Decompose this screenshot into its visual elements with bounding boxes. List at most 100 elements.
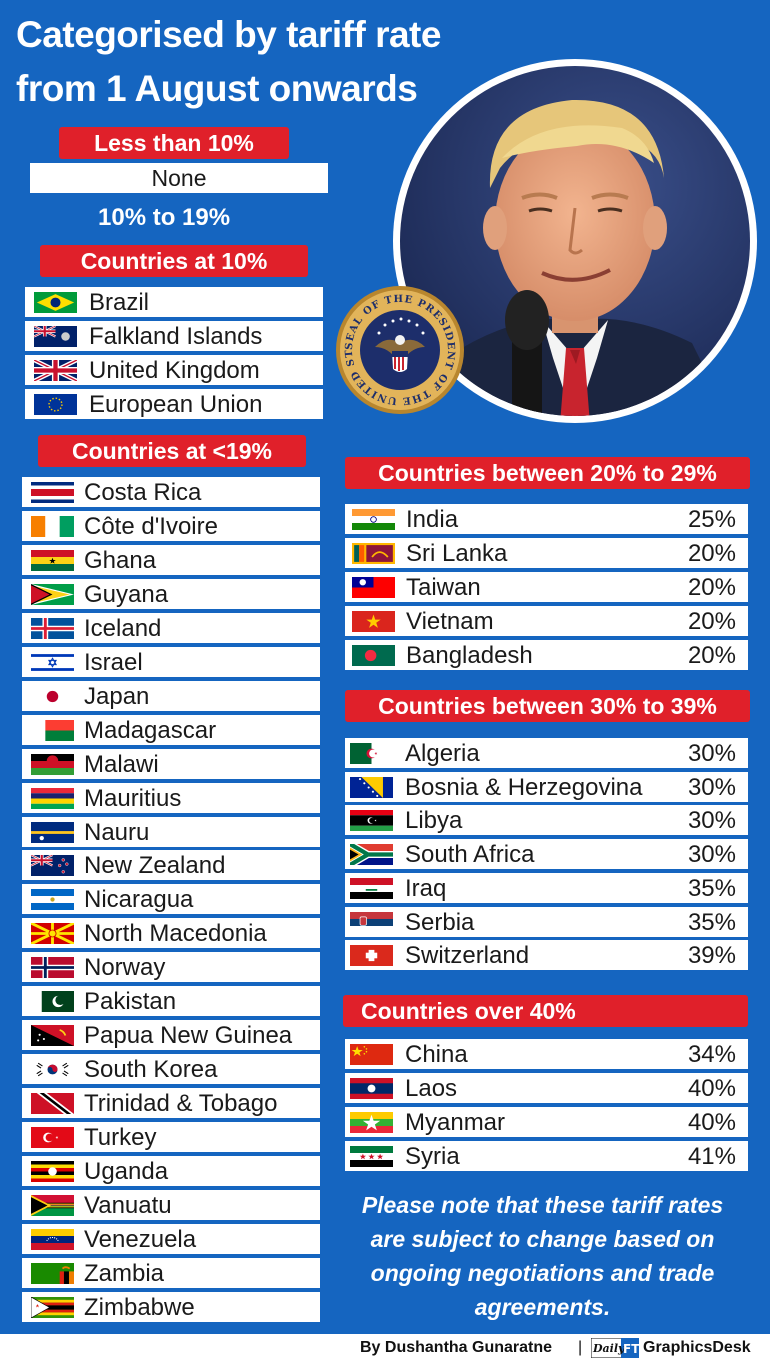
country-name: India (406, 506, 459, 533)
country-name: Vanuatu (84, 1191, 172, 1219)
algeria-flag-icon (350, 743, 393, 764)
note-line-1: Please note that these tariff rates (361, 1192, 724, 1218)
country-row: Venezuela (22, 1223, 320, 1254)
country-name: Mauritius (84, 784, 182, 812)
group-20-29-header: Countries between 20% to 29% (345, 457, 750, 489)
country-name: Pakistan (84, 988, 177, 1016)
tariff-rate: 41% (687, 1143, 736, 1170)
country-name: Libya (405, 807, 463, 835)
tariff-rate: 20% (687, 608, 736, 635)
norway-flag-icon (31, 957, 74, 979)
iraq-flag-icon (350, 877, 393, 899)
bangladesh-flag-icon (352, 645, 395, 666)
tariff-rate: 20% (687, 642, 736, 669)
country-name: China (405, 1041, 468, 1068)
svg-text:Daily: Daily (592, 1342, 626, 1355)
country-name: South Korea (84, 1056, 218, 1084)
south-africa-flag-icon (350, 844, 393, 866)
country-row: Zambia (22, 1257, 320, 1288)
taiwan-flag-icon (352, 577, 395, 598)
country-row: United Kingdom (25, 355, 323, 385)
country-row: Mauritius (22, 782, 320, 813)
country-name: North Macedonia (84, 920, 267, 948)
note-line-4: agreements. (474, 1294, 611, 1320)
guyana-flag-icon (31, 583, 74, 605)
country-name: Ghana (84, 546, 157, 574)
country-name: Iraq (405, 874, 447, 902)
country-row: Vanuatu (22, 1189, 320, 1220)
nauru-flag-icon (31, 821, 74, 843)
country-row: Turkey (22, 1122, 320, 1153)
country-name: Nicaragua (84, 886, 194, 914)
brazil-flag-icon (34, 292, 77, 313)
south-korea-flag-icon (31, 1059, 74, 1081)
india-flag-icon (352, 509, 395, 530)
serbia-flag-icon (350, 911, 393, 933)
laos-flag-icon (350, 1078, 393, 1099)
country-name: Trinidad & Tobago (84, 1090, 278, 1118)
zambia-flag-icon (31, 1262, 74, 1284)
country-name: Iceland (84, 614, 162, 642)
malawi-flag-icon (31, 753, 74, 775)
country-name: Guyana (84, 580, 169, 608)
zimbabwe-flag-icon (31, 1296, 74, 1318)
president-portrait (392, 58, 758, 424)
country-row: Norway (22, 952, 320, 983)
country-row: Iceland (22, 612, 320, 643)
country-row: Serbia 35% (345, 906, 748, 937)
israel-flag-icon (31, 651, 74, 673)
turkey-flag-icon (31, 1127, 74, 1149)
disclaimer-note: Please note that these tariff rates are … (345, 1188, 740, 1324)
note-line-3: ongoing negotiations and trade (370, 1260, 715, 1286)
tariff-rate: 25% (687, 506, 736, 533)
mauritius-flag-icon (31, 787, 74, 809)
country-row: Côte d'Ivoire (22, 510, 320, 541)
presidential-seal-icon: SEAL OF THE PRESIDENT OF THE UNITED STAT… (330, 277, 465, 415)
country-row: Zimbabwe (22, 1291, 320, 1322)
country-name: Papua New Guinea (84, 1022, 293, 1050)
country-row: Trinidad & Tobago (22, 1088, 320, 1119)
group-10-header: Countries at 10% (40, 245, 308, 277)
country-name: Zambia (84, 1259, 165, 1287)
footer-separator: | (578, 1339, 583, 1356)
tariff-rate: 40% (687, 1075, 736, 1102)
bosnia-herzegovina-flag-icon (350, 776, 393, 798)
country-row: Papua New Guinea (22, 1020, 320, 1051)
tariff-rate: 35% (687, 908, 736, 936)
title-line-2: from 1 August onwards (16, 68, 418, 109)
country-name: European Union (89, 391, 263, 418)
country-name: Malawi (84, 750, 159, 778)
vanuatu-flag-icon (31, 1194, 74, 1216)
country-row: Falkland Islands (25, 321, 323, 351)
uganda-flag-icon (31, 1161, 74, 1182)
country-row: Switzerland 39% (345, 940, 748, 971)
iceland-flag-icon (31, 617, 74, 639)
cote-divoire-flag-icon (31, 515, 74, 537)
note-line-2: are subject to change based on (370, 1226, 715, 1252)
myanmar-flag-icon (350, 1112, 393, 1133)
country-name: Serbia (405, 908, 475, 936)
tier-10-to-19-label: 10% to 19% (98, 204, 231, 231)
country-name: United Kingdom (89, 357, 260, 384)
pakistan-flag-icon (31, 991, 74, 1013)
country-row: Guyana (22, 578, 320, 609)
tariff-rate: 20% (687, 540, 736, 567)
european-union-flag-icon (34, 394, 77, 415)
country-name: Zimbabwe (84, 1293, 195, 1321)
group-19-header: Countries at <19% (38, 435, 306, 467)
vietnam-flag-icon (352, 611, 395, 632)
country-name: Turkey (84, 1124, 157, 1152)
byline: By Dushantha Gunaratne (360, 1339, 553, 1356)
country-row: Bosnia & Herzegovina 30% (345, 771, 748, 802)
country-name: Algeria (405, 740, 480, 767)
country-name: Côte d'Ivoire (84, 512, 218, 540)
country-name: Nauru (84, 818, 150, 846)
country-name: Laos (405, 1075, 458, 1102)
country-row: Laos 40% (345, 1073, 748, 1103)
country-name: Sri Lanka (406, 540, 508, 567)
country-name: Switzerland (405, 942, 530, 970)
switzerland-flag-icon (350, 945, 393, 967)
tariff-rate: 40% (687, 1109, 736, 1136)
united-kingdom-flag-icon (34, 360, 77, 381)
madagascar-flag-icon (31, 719, 74, 741)
